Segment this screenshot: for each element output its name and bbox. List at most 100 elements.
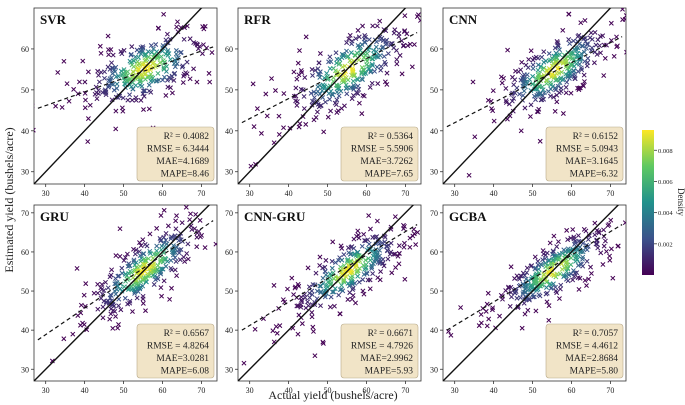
data-point (535, 91, 541, 97)
data-point (173, 259, 179, 264)
data-point (582, 58, 588, 64)
data-point (354, 268, 360, 274)
data-point (595, 190, 599, 194)
data-point (149, 49, 155, 55)
x-tick-label: 60 (158, 189, 166, 198)
data-point (552, 108, 558, 114)
data-point (342, 271, 348, 277)
data-point (566, 11, 572, 17)
data-point (131, 58, 137, 64)
data-point (570, 38, 576, 44)
data-point (367, 286, 373, 292)
data-point (377, 18, 383, 24)
data-point (561, 52, 567, 58)
data-point (563, 84, 569, 90)
y-tick-label: 40 (430, 127, 438, 136)
data-point (209, 50, 215, 55)
data-point (155, 25, 161, 31)
y-tick-label: 60 (21, 248, 29, 257)
data-point (117, 286, 123, 292)
data-point (573, 53, 579, 59)
data-point (61, 336, 67, 342)
data-point (134, 295, 140, 301)
data-point (317, 74, 323, 80)
data-point (633, 214, 637, 218)
data-point (305, 265, 311, 271)
metric-label: RMSE = 4.4612 (556, 342, 618, 352)
data-point (172, 70, 178, 76)
data-point (378, 63, 384, 69)
data-point (331, 289, 337, 295)
data-point (194, 244, 200, 250)
data-point (113, 64, 119, 70)
data-point (312, 299, 318, 305)
data-point (600, 2, 604, 6)
data-point (328, 294, 334, 300)
data-point (559, 250, 565, 256)
data-point (199, 51, 205, 57)
data-point (348, 244, 354, 250)
data-point (183, 205, 189, 210)
y-tick-label: 40 (21, 326, 29, 335)
data-point (82, 303, 88, 309)
data-point (336, 292, 342, 298)
data-point (507, 303, 513, 309)
data-point (165, 48, 171, 53)
data-point (320, 341, 326, 346)
data-point (165, 223, 171, 229)
metric-label: R² = 0.5364 (368, 132, 414, 142)
data-point (571, 68, 576, 73)
data-point (341, 278, 347, 284)
data-point (339, 245, 345, 251)
data-point (602, 238, 608, 244)
data-point (331, 303, 337, 309)
colorbar: 0.008 0.006 0.004 0.002 Density (642, 130, 685, 275)
data-point (207, 79, 213, 85)
data-point (102, 75, 107, 81)
metric-label: MAPE=5.93 (365, 367, 414, 377)
data-point (364, 270, 369, 276)
panel-gcba: 30 40 50 60 70 30 40 50 60 70 GCBA R² = 0.7057 RMSE … (430, 190, 637, 395)
data-point (83, 281, 89, 287)
data-point (573, 255, 579, 261)
data-point (348, 275, 353, 280)
data-point (314, 109, 320, 115)
data-point (470, 79, 476, 85)
data-point (344, 54, 350, 60)
data-point (391, 30, 397, 36)
fit-line (241, 224, 418, 331)
data-point (141, 251, 147, 257)
data-point (323, 257, 329, 263)
data-point (362, 40, 368, 46)
identity-line (238, 205, 415, 381)
data-point (485, 290, 491, 296)
data-point (563, 90, 569, 96)
metric-label: R² = 0.7057 (573, 329, 619, 339)
data-point (559, 69, 565, 75)
data-point (303, 121, 309, 127)
data-point (608, 217, 614, 223)
data-point (568, 90, 574, 96)
data-point (171, 77, 177, 83)
metrics-box (340, 126, 419, 182)
metric-label: R² = 0.6152 (573, 132, 619, 142)
panel-title: CNN-GRU (244, 209, 306, 224)
data-point (570, 268, 576, 273)
data-point (280, 297, 286, 303)
data-point (592, 220, 598, 226)
data-point (560, 111, 566, 116)
data-point (299, 321, 305, 327)
data-point (263, 91, 269, 97)
data-point (535, 62, 541, 68)
data-point (303, 34, 309, 40)
data-point (250, 81, 256, 87)
data-point (310, 324, 316, 330)
data-point (371, 258, 377, 264)
data-point (409, 64, 415, 70)
data-point (356, 34, 362, 40)
data-point (511, 95, 517, 101)
data-point (526, 296, 532, 302)
data-point (349, 96, 355, 102)
data-point (161, 207, 167, 213)
data-point (653, 19, 657, 23)
